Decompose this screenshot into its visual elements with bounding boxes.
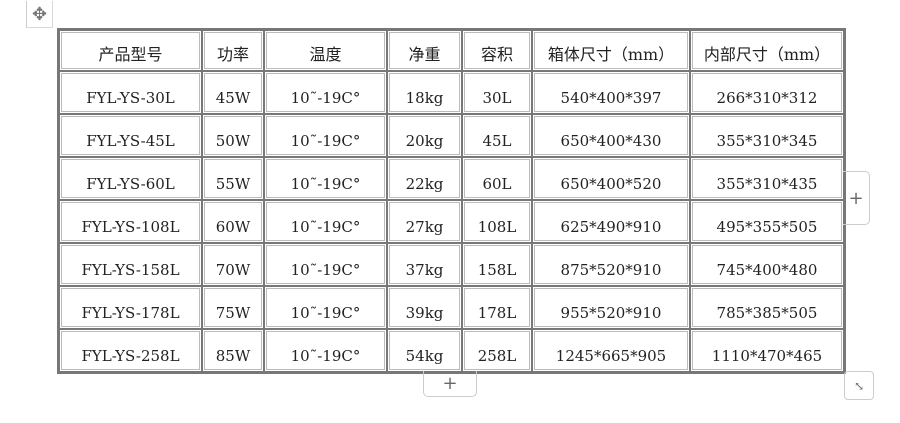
plus-icon: + (848, 187, 864, 209)
table-cell[interactable]: FYL-YS-60L (59, 157, 202, 200)
table-cell[interactable]: 540*400*397 (532, 71, 690, 114)
table-cell[interactable]: 45L (462, 114, 532, 157)
table-cell[interactable]: 10˜-19C° (264, 157, 387, 200)
table-cell[interactable]: 355*310*435 (690, 157, 844, 200)
table-cell[interactable]: 10˜-19C° (264, 243, 387, 286)
add-column-button[interactable]: + (843, 171, 870, 225)
spec-table: 产品型号 功率 温度 净重 容积 箱体尺寸（mm） 内部尺寸（mm） FYL-YS-30L 45… (57, 28, 846, 374)
table-cell[interactable]: 266*310*312 (690, 71, 844, 114)
column-header[interactable]: 功率 (202, 30, 264, 71)
table-cell[interactable]: 18kg (387, 71, 462, 114)
table-cell[interactable]: 60W (202, 200, 264, 243)
table-cell[interactable]: 39kg (387, 286, 462, 329)
table-cell[interactable]: 650*400*430 (532, 114, 690, 157)
table-row: FYL-YS-45L 50W 10˜-19C° 20kg 45L 650*400*430 3… (59, 114, 844, 157)
table-cell[interactable]: 650*400*520 (532, 157, 690, 200)
table-cell[interactable]: 50W (202, 114, 264, 157)
table-cell[interactable]: 745*400*480 (690, 243, 844, 286)
table-resize-handle[interactable]: ⤡ (844, 371, 874, 400)
table-cell[interactable]: 10˜-19C° (264, 71, 387, 114)
table-cell[interactable]: 20kg (387, 114, 462, 157)
table-cell[interactable]: 60L (462, 157, 532, 200)
table-row: FYL-YS-258L 85W 10˜-19C° 54kg 258L 1245*665*9… (59, 329, 844, 372)
table-cell[interactable]: 10˜-19C° (264, 329, 387, 372)
table-cell[interactable]: 955*520*910 (532, 286, 690, 329)
move-arrows-icon: ✥ (31, 3, 48, 25)
column-header[interactable]: 内部尺寸（mm） (690, 30, 844, 71)
table-cell[interactable]: 10˜-19C° (264, 200, 387, 243)
table-header-row: 产品型号 功率 温度 净重 容积 箱体尺寸（mm） 内部尺寸（mm） (59, 30, 844, 71)
column-header[interactable]: 箱体尺寸（mm） (532, 30, 690, 71)
resize-diagonal-icon: ⤡ (853, 378, 865, 393)
table-cell[interactable]: 10˜-19C° (264, 114, 387, 157)
table-cell[interactable]: FYL-YS-178L (59, 286, 202, 329)
table-row: FYL-YS-178L 75W 10˜-19C° 39kg 178L 955*520*91… (59, 286, 844, 329)
table-cell[interactable]: 1110*470*465 (690, 329, 844, 372)
table-row: FYL-YS-108L 60W 10˜-19C° 27kg 108L 625*490*91… (59, 200, 844, 243)
table-row: FYL-YS-60L 55W 10˜-19C° 22kg 60L 650*400*520 3… (59, 157, 844, 200)
column-header[interactable]: 温度 (264, 30, 387, 71)
table-cell[interactable]: 85W (202, 329, 264, 372)
table-move-handle[interactable]: ✥ (26, 1, 53, 28)
table-cell[interactable]: FYL-YS-158L (59, 243, 202, 286)
table-cell[interactable]: FYL-YS-30L (59, 71, 202, 114)
table-cell[interactable]: 75W (202, 286, 264, 329)
table-cell[interactable]: 55W (202, 157, 264, 200)
table-cell[interactable]: FYL-YS-45L (59, 114, 202, 157)
table-cell[interactable]: FYL-YS-108L (59, 200, 202, 243)
table-cell[interactable]: 27kg (387, 200, 462, 243)
table-cell[interactable]: 30L (462, 71, 532, 114)
table-cell[interactable]: 10˜-19C° (264, 286, 387, 329)
table-cell[interactable]: 875*520*910 (532, 243, 690, 286)
column-header[interactable]: 容积 (462, 30, 532, 71)
table-cell[interactable]: 785*385*505 (690, 286, 844, 329)
table-cell[interactable]: 37kg (387, 243, 462, 286)
table-row: FYL-YS-30L 45W 10˜-19C° 18kg 30L 540*400*397 2… (59, 71, 844, 114)
table-cell[interactable]: 178L (462, 286, 532, 329)
table-cell[interactable]: 495*355*505 (690, 200, 844, 243)
table-row: FYL-YS-158L 70W 10˜-19C° 37kg 158L 875*520*91… (59, 243, 844, 286)
table-cell[interactable]: 70W (202, 243, 264, 286)
table-cell[interactable]: 258L (462, 329, 532, 372)
column-header[interactable]: 净重 (387, 30, 462, 71)
table-cell[interactable]: 625*490*910 (532, 200, 690, 243)
table-cell[interactable]: 54kg (387, 329, 462, 372)
table-cell[interactable]: 1245*665*905 (532, 329, 690, 372)
table-cell[interactable]: 45W (202, 71, 264, 114)
table-cell[interactable]: 355*310*345 (690, 114, 844, 157)
table-cell[interactable]: 22kg (387, 157, 462, 200)
table-cell[interactable]: FYL-YS-258L (59, 329, 202, 372)
add-row-button[interactable]: + (423, 371, 477, 397)
column-header[interactable]: 产品型号 (59, 30, 202, 71)
table-cell[interactable]: 158L (462, 243, 532, 286)
table-cell[interactable]: 108L (462, 200, 532, 243)
plus-icon: + (442, 373, 458, 394)
